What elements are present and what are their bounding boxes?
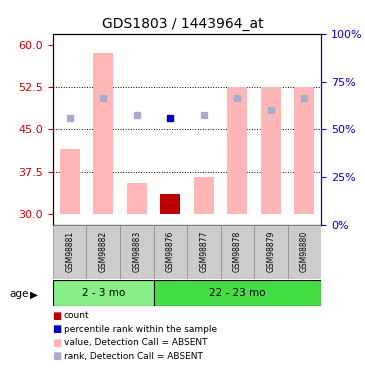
Bar bbox=[53, 225, 87, 279]
Text: GSM98876: GSM98876 bbox=[166, 230, 175, 272]
Text: GSM98883: GSM98883 bbox=[132, 231, 141, 272]
Text: GSM98880: GSM98880 bbox=[300, 231, 309, 272]
Bar bbox=[59, 149, 80, 214]
Text: GDS1803 / 1443964_at: GDS1803 / 1443964_at bbox=[102, 17, 263, 31]
Text: GSM98879: GSM98879 bbox=[266, 230, 276, 272]
Bar bbox=[127, 183, 147, 214]
Bar bbox=[261, 87, 281, 214]
Text: ■: ■ bbox=[52, 351, 61, 361]
Text: 22 - 23 mo: 22 - 23 mo bbox=[209, 288, 266, 298]
Text: ■: ■ bbox=[52, 324, 61, 334]
Text: age: age bbox=[9, 290, 28, 299]
Text: ■: ■ bbox=[52, 338, 61, 348]
Bar bbox=[154, 280, 321, 306]
Bar bbox=[93, 54, 113, 214]
Bar bbox=[288, 225, 321, 279]
Bar bbox=[187, 225, 220, 279]
Text: ■: ■ bbox=[52, 311, 61, 321]
Bar bbox=[227, 87, 247, 214]
Text: percentile rank within the sample: percentile rank within the sample bbox=[64, 325, 217, 334]
Bar bbox=[120, 225, 154, 279]
Text: GSM98882: GSM98882 bbox=[99, 231, 108, 272]
Bar bbox=[87, 225, 120, 279]
Text: count: count bbox=[64, 311, 89, 320]
Bar bbox=[194, 177, 214, 214]
Text: GSM98877: GSM98877 bbox=[199, 230, 208, 272]
Bar bbox=[220, 225, 254, 279]
Bar bbox=[160, 194, 180, 214]
Text: GSM98878: GSM98878 bbox=[233, 231, 242, 272]
Bar bbox=[160, 194, 180, 214]
Text: 2 - 3 mo: 2 - 3 mo bbox=[82, 288, 125, 298]
Text: GSM98881: GSM98881 bbox=[65, 231, 74, 272]
Text: rank, Detection Call = ABSENT: rank, Detection Call = ABSENT bbox=[64, 352, 203, 361]
Bar bbox=[254, 225, 288, 279]
Bar bbox=[294, 87, 315, 214]
Text: value, Detection Call = ABSENT: value, Detection Call = ABSENT bbox=[64, 338, 207, 347]
Text: ▶: ▶ bbox=[30, 290, 38, 299]
Bar bbox=[154, 225, 187, 279]
Bar bbox=[53, 280, 154, 306]
